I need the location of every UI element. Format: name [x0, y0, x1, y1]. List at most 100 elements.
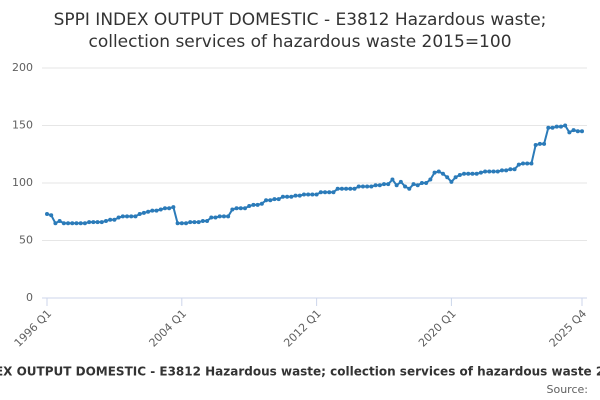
point: [571, 128, 576, 133]
point: [491, 169, 496, 174]
point: [116, 215, 121, 220]
point: [462, 171, 467, 176]
point: [70, 221, 75, 226]
credit: Source:: [547, 383, 589, 396]
point: [66, 221, 71, 226]
point: [419, 181, 424, 185]
point: [499, 168, 504, 173]
point: [154, 208, 159, 213]
point: [453, 175, 458, 180]
point: [141, 210, 146, 215]
point: [411, 182, 416, 187]
point: [234, 206, 239, 211]
point: [213, 215, 218, 220]
point: [356, 184, 361, 189]
y-tick-label: 150: [12, 119, 33, 132]
point: [49, 213, 54, 218]
point: [567, 130, 572, 135]
point: [74, 221, 79, 226]
point: [504, 168, 509, 173]
point: [78, 221, 83, 226]
point: [516, 162, 521, 167]
point: [487, 169, 492, 174]
point: [272, 197, 277, 202]
point: [512, 167, 517, 172]
point: [533, 143, 538, 148]
point: [209, 215, 214, 220]
point: [99, 220, 104, 225]
point: [264, 198, 269, 203]
point: [424, 181, 429, 185]
point: [53, 221, 58, 226]
point: [386, 182, 391, 187]
point: [247, 204, 252, 208]
point: [150, 208, 155, 213]
point: [137, 212, 142, 217]
chart-title: SPPI INDEX OUTPUT DOMESTIC - E3812 Hazar…: [54, 10, 547, 30]
point: [57, 218, 62, 223]
point: [259, 201, 264, 206]
series-line: [46, 124, 582, 225]
chart-title: collection services of hazardous waste 2…: [88, 32, 511, 52]
x-tick-label: 2025 Q4: [547, 307, 590, 350]
point: [112, 217, 117, 222]
point: [255, 202, 260, 207]
point: [457, 172, 462, 177]
point: [390, 177, 395, 182]
point: [268, 198, 273, 203]
point: [45, 212, 49, 217]
point: [398, 179, 403, 184]
point: [394, 183, 399, 188]
point: [373, 183, 378, 188]
point: [82, 221, 87, 226]
point: [575, 129, 580, 134]
point: [306, 192, 311, 197]
x-tick-label: 1996 Q1: [12, 307, 55, 350]
point: [129, 214, 134, 219]
point: [521, 161, 526, 166]
point: [133, 214, 138, 219]
y-tick-label: 100: [12, 176, 33, 189]
point: [344, 186, 349, 191]
point: [466, 171, 471, 176]
point: [314, 192, 319, 197]
point: [323, 190, 328, 195]
point: [230, 207, 235, 212]
point: [188, 220, 193, 225]
point: [563, 123, 568, 128]
point: [580, 129, 584, 134]
point: [529, 161, 534, 166]
point: [310, 192, 315, 197]
point: [335, 186, 340, 191]
point: [61, 221, 66, 226]
point: [348, 186, 353, 191]
point: [537, 141, 542, 146]
point: [403, 184, 408, 189]
point: [175, 221, 180, 226]
point: [327, 190, 332, 195]
point: [495, 169, 500, 174]
point: [415, 183, 420, 188]
point: [242, 206, 247, 211]
y-tick-label: 50: [19, 234, 33, 247]
point: [280, 194, 285, 199]
point: [221, 214, 226, 219]
point: [171, 205, 176, 210]
point: [318, 190, 323, 195]
point: [428, 177, 433, 182]
point: [146, 209, 151, 214]
point: [474, 171, 479, 176]
point: [558, 124, 563, 129]
y-tick-label: 200: [12, 61, 33, 74]
point: [125, 214, 130, 219]
point: [550, 125, 555, 130]
legend-entry: SPPI INDEX OUTPUT DOMESTIC - E3812 Hazar…: [0, 365, 600, 379]
y-tick-label: 0: [26, 291, 33, 304]
point: [377, 183, 382, 188]
point: [103, 218, 108, 223]
point: [184, 221, 189, 226]
point: [360, 184, 365, 189]
point: [276, 197, 281, 202]
point: [297, 193, 302, 198]
